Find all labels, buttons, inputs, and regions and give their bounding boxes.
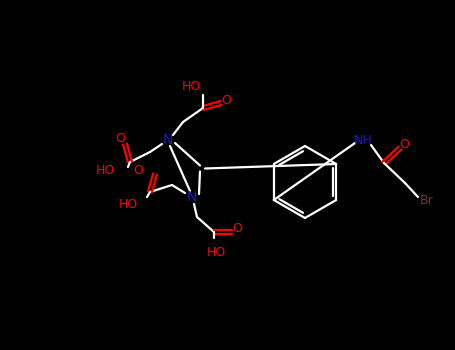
Text: HO: HO [118,197,137,210]
Text: O: O [221,93,231,106]
Text: NH: NH [354,133,372,147]
Text: O: O [399,138,409,150]
Text: O: O [232,223,242,236]
Text: N: N [187,190,197,204]
Text: O: O [115,133,125,146]
Text: N: N [163,133,173,147]
Text: HO: HO [182,80,201,93]
Text: Br: Br [420,194,434,206]
Text: HO: HO [96,163,115,176]
Text: O: O [133,163,143,176]
Text: HO: HO [207,245,226,259]
